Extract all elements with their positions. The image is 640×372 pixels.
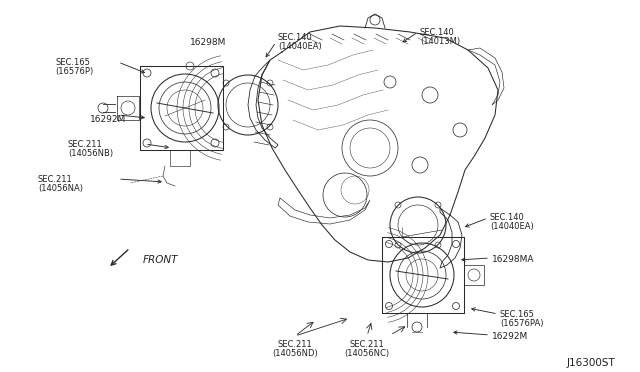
Text: SEC.211: SEC.211	[68, 140, 103, 149]
Text: (14056NA): (14056NA)	[38, 184, 83, 193]
Text: (14013M): (14013M)	[420, 37, 460, 46]
Text: SEC.211: SEC.211	[349, 340, 385, 349]
Text: SEC.211: SEC.211	[278, 340, 312, 349]
Text: (14056ND): (14056ND)	[272, 349, 318, 358]
Text: FRONT: FRONT	[143, 255, 179, 265]
Text: 16298M: 16298M	[190, 38, 226, 47]
Text: SEC.165: SEC.165	[55, 58, 90, 67]
Text: (14040EA): (14040EA)	[278, 42, 322, 51]
Text: 16298MA: 16298MA	[492, 255, 534, 264]
Text: (14040EA): (14040EA)	[490, 222, 534, 231]
Text: SEC.140: SEC.140	[420, 28, 455, 37]
Text: (16576P): (16576P)	[55, 67, 93, 76]
Text: (14056NB): (14056NB)	[68, 149, 113, 158]
Text: SEC.140: SEC.140	[278, 33, 313, 42]
Text: SEC.140: SEC.140	[490, 213, 525, 222]
Text: SEC.165: SEC.165	[500, 310, 535, 319]
Text: (14056NC): (14056NC)	[344, 349, 390, 358]
Text: (16576PA): (16576PA)	[500, 319, 543, 328]
Text: 16292M: 16292M	[90, 115, 126, 124]
Text: J16300ST: J16300ST	[566, 358, 615, 368]
Text: 16292M: 16292M	[492, 332, 528, 341]
Text: SEC.211: SEC.211	[38, 175, 73, 184]
